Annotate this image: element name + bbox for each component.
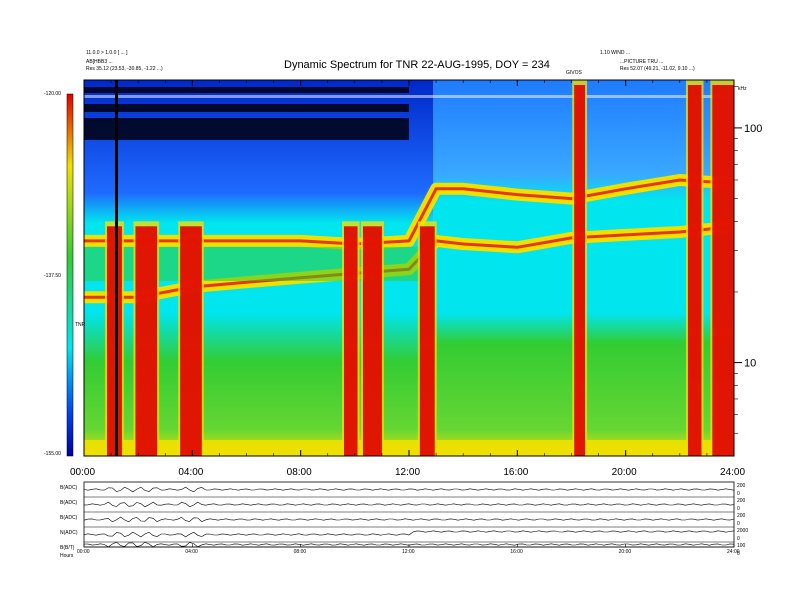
bottom-tick-label: 24:00	[727, 549, 740, 555]
subpanel-trace	[83, 516, 735, 523]
bottom-yellow-band	[84, 440, 734, 456]
subpanel-tick-label: 100	[737, 543, 746, 549]
burst	[687, 85, 702, 456]
header-left-3: Res 35.12 (23.53, -30.85, -1.22 ...)	[86, 66, 163, 72]
burst	[362, 226, 382, 456]
subpanel-label: B(ADC)	[60, 515, 78, 521]
subpanel-tick-label: 0	[737, 491, 740, 497]
subpanel-trace	[83, 501, 735, 508]
header-left-1: 11.0.0 > 1.0.0 [ ... ]	[86, 50, 128, 56]
burst	[419, 226, 435, 456]
x-tick-label: 08:00	[286, 467, 312, 478]
bottom-tick-label: 04:00	[185, 549, 198, 555]
burst	[135, 226, 158, 456]
x-tick-label: 24:00	[720, 467, 746, 478]
subpanel-tick-label: 200	[737, 513, 746, 519]
bottom-tick-label: 00:00	[77, 549, 90, 555]
subpanel-tick-label: 2000	[737, 528, 748, 534]
header-right-3: Res 52.07 (49.21, -11.02, 9.10 ...)	[620, 66, 695, 72]
bottom-tick-label: 16:00	[510, 549, 523, 555]
burst	[712, 85, 734, 456]
bottom-tick-label: 12:00	[402, 549, 415, 555]
burst	[107, 226, 122, 456]
subpanel-label: B(ADC)	[60, 500, 78, 506]
x-tick-label: 20:00	[611, 467, 637, 478]
chart-title: Dynamic Spectrum for TNR 22-AUG-1995, DO…	[284, 59, 550, 71]
subpanel-tick-label: 0	[737, 521, 740, 527]
dark-stripe	[84, 118, 409, 140]
colorbar	[66, 93, 74, 457]
subpanel-frame	[83, 481, 735, 548]
burst	[574, 85, 586, 456]
x-tick-label: 00:00	[70, 467, 96, 478]
header-left-2: AB[HBB3 ...	[86, 59, 113, 65]
subpanel-label: B(ADC)	[60, 485, 78, 491]
subpanel-tick-label: 200	[737, 483, 746, 489]
bottom-tick-label: 08:00	[294, 549, 307, 555]
burst	[180, 226, 202, 456]
y-axis-right: 100 10	[734, 86, 762, 434]
subpanel-tick-label: 0	[737, 536, 740, 542]
subpanel-trace	[83, 530, 735, 538]
x-tick-label: 12:00	[395, 467, 421, 478]
subpanel-tick-label: 0	[737, 506, 740, 512]
spectrum-heatmap	[84, 80, 734, 456]
subpanel-trace	[83, 486, 735, 493]
colorbar-label: TNR	[75, 322, 86, 328]
y-tick-label: 100	[744, 123, 762, 135]
bottom-axis-label: Hours	[60, 553, 74, 559]
y-axis-unit: kHz	[738, 86, 747, 92]
subpanel-tick-label: 200	[737, 498, 746, 504]
x-tick-label: 04:00	[178, 467, 204, 478]
light-stripe	[84, 95, 734, 98]
colorbar-tick-bottom: -155.00	[44, 451, 61, 457]
x-tick-label: 16:00	[503, 467, 529, 478]
header-right-1: 1.10 WIND ...	[600, 50, 631, 56]
subpanel-label: N(ADC)	[60, 530, 78, 536]
subpanel-tick-label: 0	[737, 551, 740, 557]
subpanel-label: B(B/T)	[60, 545, 75, 551]
burst	[344, 226, 358, 456]
y-tick-label: 10	[744, 358, 756, 370]
colorbar-tick-top: -120.00	[44, 91, 61, 97]
dark-stripe	[84, 104, 409, 112]
bottom-tick-label: 20:00	[619, 549, 632, 555]
dark-stripe	[84, 87, 409, 93]
x-axis	[83, 80, 735, 456]
header-mid: GIVOS	[566, 70, 582, 76]
header-right-2: ...PICTURE TRU ...	[620, 59, 664, 65]
colorbar-tick-mid: -137.50	[44, 273, 61, 279]
